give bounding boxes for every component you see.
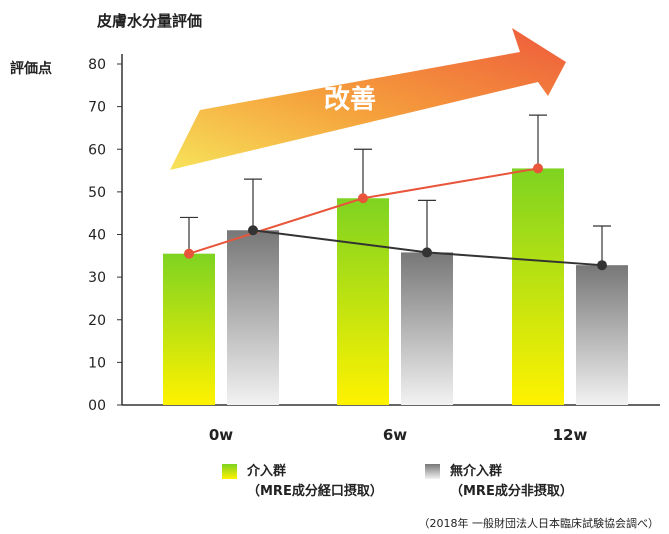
improvement-label: 改善 [324,84,376,115]
y-tick-label: 80 [88,57,106,73]
data-point [533,163,543,174]
data-point [358,193,368,204]
x-tick-label: 12w [553,426,588,444]
legend-label-intervention: 介入群 [247,464,287,479]
y-tick-label: 60 [88,142,106,158]
legend-sublabel-control: （MRE成分非摂取） [450,484,573,499]
bar-control-0w [227,230,279,405]
data-point [184,248,194,259]
y-tick-label: 30 [88,270,106,286]
y-axis-label: 評価点 [10,61,52,77]
bar-intervention-6w [337,198,389,405]
x-tick-label: 0w [209,426,233,444]
y-tick-label: 50 [88,185,106,201]
legend-item-intervention: 介入群 （MRE成分経口摂取） [222,462,383,502]
legend-swatch-intervention [222,464,237,479]
y-tick-label: 00 [88,398,106,414]
data-point [597,260,607,271]
bar-intervention-12w [512,168,564,405]
bar-control-6w [401,252,453,405]
y-tick-label: 20 [88,313,106,329]
legend-sublabel-intervention: （MRE成分経口摂取） [247,484,383,499]
legend-swatch-control [425,464,440,479]
bar-control-12w [576,265,628,405]
y-tick-label: 70 [88,100,106,116]
y-tick-label: 40 [88,228,106,244]
y-tick-label: 10 [88,355,106,371]
x-tick-label: 6w [383,426,407,444]
legend-item-control: 無介入群 （MRE成分非摂取） [425,462,573,502]
data-point [422,247,432,258]
legend-label-control: 無介入群 [450,464,503,479]
bar-intervention-0w [163,253,215,405]
source-note: （2018年 一般財団法人日本臨床試験協会調べ） [418,517,660,530]
data-point [248,225,258,236]
improvement-arrow [170,28,566,170]
chart-title: 皮膚水分量評価 [97,12,203,30]
